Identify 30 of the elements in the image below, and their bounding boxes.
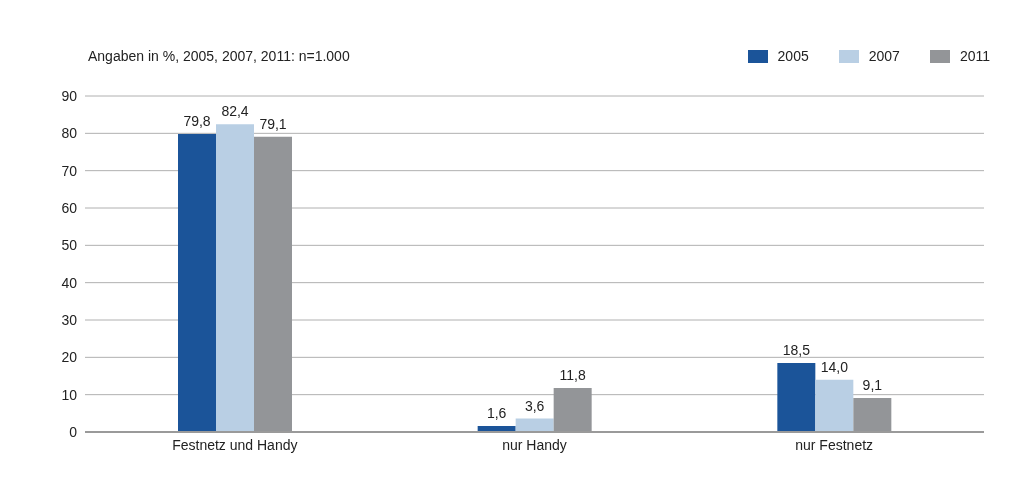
bar [178,134,216,432]
legend-label: 2005 [777,48,809,64]
legend-label: 2011 [959,48,990,64]
y-tick-label: 70 [61,162,78,179]
data-label: 11,8 [559,366,586,383]
bar [815,379,854,432]
chart-subtitle: Angaben in %, 2005, 2007, 2011: n=1.000 [88,48,350,64]
x-tick-label: nur Handy [502,436,567,453]
y-tick-label: 60 [61,199,78,216]
data-label: 18,5 [782,341,811,358]
y-tick-label: 50 [61,237,78,254]
data-label: 3,6 [524,397,545,414]
data-label: 1,6 [486,405,507,422]
y-tick-label: 40 [61,274,78,291]
y-tick-label: 80 [61,125,78,142]
data-label: 79,8 [183,113,211,130]
x-tick-label: Festnetz und Handy [172,436,298,453]
bar [777,362,816,432]
data-label: 79,1 [259,115,287,132]
y-tick-label: 0 [69,423,78,440]
data-label: 14,0 [820,358,849,375]
y-tick-label: 90 [61,87,78,104]
y-tick-label: 20 [61,349,78,366]
y-tick-label: 10 [61,386,78,403]
y-tick-label: 30 [61,311,78,328]
x-tick-label: nur Festnetz [795,436,874,453]
data-label: 82,4 [221,103,249,120]
legend-label: 2007 [868,48,900,64]
bar [216,124,254,432]
data-label: 9,1 [862,377,883,394]
